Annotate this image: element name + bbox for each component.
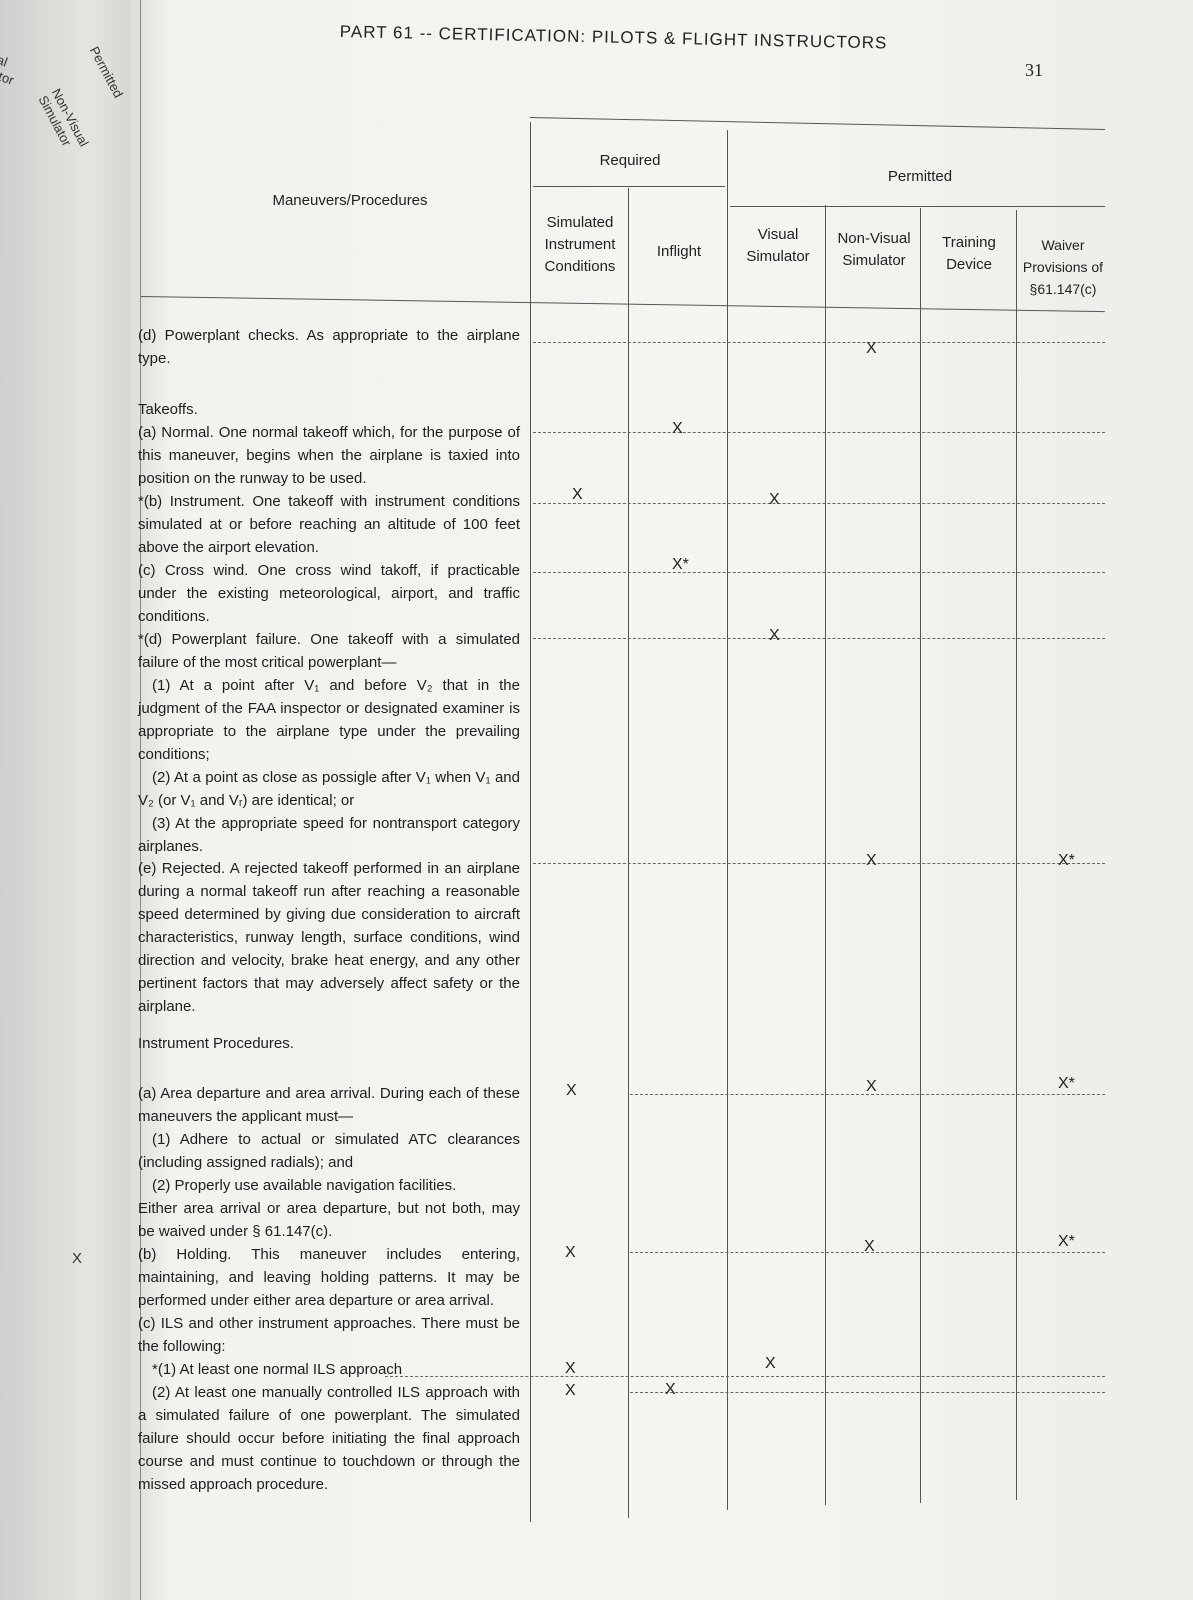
row-leader: [533, 572, 1105, 573]
row-leader: [630, 1094, 1105, 1095]
mark-nonvisual: X: [866, 340, 877, 357]
mark-simulated: X: [565, 1244, 576, 1261]
mark-waiver: X*: [1058, 1233, 1075, 1250]
mark-simulated: X: [565, 1382, 576, 1399]
mark-simulated: X: [566, 1082, 577, 1099]
mark-visual: X: [769, 627, 780, 644]
document-page: [130, 0, 1193, 1600]
row-text: (2) At least one manually controlled ILS…: [138, 1384, 520, 1493]
row-leader: [533, 503, 1105, 504]
col-header-visual: Visual Simulator: [746, 226, 810, 265]
row-text: (b) Holding. This maneuver includes ente…: [138, 1246, 520, 1309]
column-rule: [825, 205, 826, 1505]
column-rule: [727, 130, 728, 1510]
prev-page-label: Non-Visual Simulator: [35, 86, 92, 149]
permitted-rule: [730, 206, 1105, 207]
adjacent-page-edge: Permitted Non-Visual Simulator al ator X: [0, 0, 145, 1600]
col-header-nonvisual: Non-Visual Simulator: [837, 230, 911, 269]
row-text: *(d) Powerplant failure. One takeoff wit…: [138, 631, 520, 855]
row-text: (e) Rejected. A rejected takeoff perform…: [138, 860, 520, 1015]
mark-nonvisual: X: [864, 1238, 875, 1255]
mark-waiver: X*: [1058, 852, 1075, 869]
row-leader: [630, 1392, 1105, 1393]
mark-inflight: X*: [672, 556, 689, 573]
group-header-required: Required: [599, 152, 661, 169]
col-header-simulated: Simulated Instrument Conditions: [544, 214, 616, 275]
column-rule: [1016, 210, 1017, 1500]
row-text: (d) Powerplant checks. As appropriate to…: [138, 327, 520, 367]
row-text: *(1) At least one normal ILS approach: [152, 1361, 403, 1378]
mark-waiver: X*: [1058, 1075, 1075, 1092]
group-header-permitted: Permitted: [887, 168, 953, 185]
mark-inflight: X: [672, 420, 683, 437]
col-header-inflight: Inflight: [656, 243, 702, 260]
row-leader: [533, 432, 1105, 433]
col-header-waiver: Waiver Provisions of §61.147(c): [1022, 237, 1104, 297]
page-gutter: [140, 0, 141, 1600]
row-text: *(b) Instrument. One takeoff with instru…: [138, 493, 520, 556]
column-rule: [628, 188, 629, 1518]
row-text: (c) Cross wind. One cross wind takoff, i…: [138, 562, 520, 625]
column-rule: [920, 208, 921, 1503]
row-text: (c) ILS and other instrument approaches.…: [138, 1315, 520, 1355]
row-text: (a) Normal. One normal takeoff which, fo…: [138, 424, 520, 487]
mark-simulated: X: [572, 486, 583, 503]
mark-simulated: X: [565, 1360, 576, 1377]
col-header-maneuvers: Maneuvers/Procedures: [272, 192, 428, 209]
prev-page-mark: X: [72, 1250, 83, 1267]
row-leader: [533, 342, 1105, 343]
section-heading: Instrument Procedures.: [138, 1035, 294, 1052]
prev-page-label: al ator: [0, 52, 16, 88]
column-rule: [530, 122, 531, 1522]
section-heading: Takeoffs.: [138, 401, 198, 418]
mark-nonvisual: X: [866, 852, 877, 869]
required-rule: [533, 186, 725, 187]
col-header-training: Training Device: [942, 234, 996, 273]
row-leader: [533, 638, 1105, 639]
mark-inflight: X: [665, 1381, 676, 1398]
mark-visual: X: [765, 1355, 776, 1372]
prev-page-label: Permitted: [86, 44, 127, 101]
row-text: (a) Area departure and area arrival. Dur…: [138, 1085, 520, 1240]
row-leader: [533, 863, 1105, 864]
row-leader: [630, 1252, 1105, 1253]
page-number: 31: [1025, 60, 1043, 80]
mark-visual: X: [769, 491, 780, 508]
row-leader: [385, 1376, 1105, 1377]
mark-nonvisual: X: [866, 1078, 877, 1095]
